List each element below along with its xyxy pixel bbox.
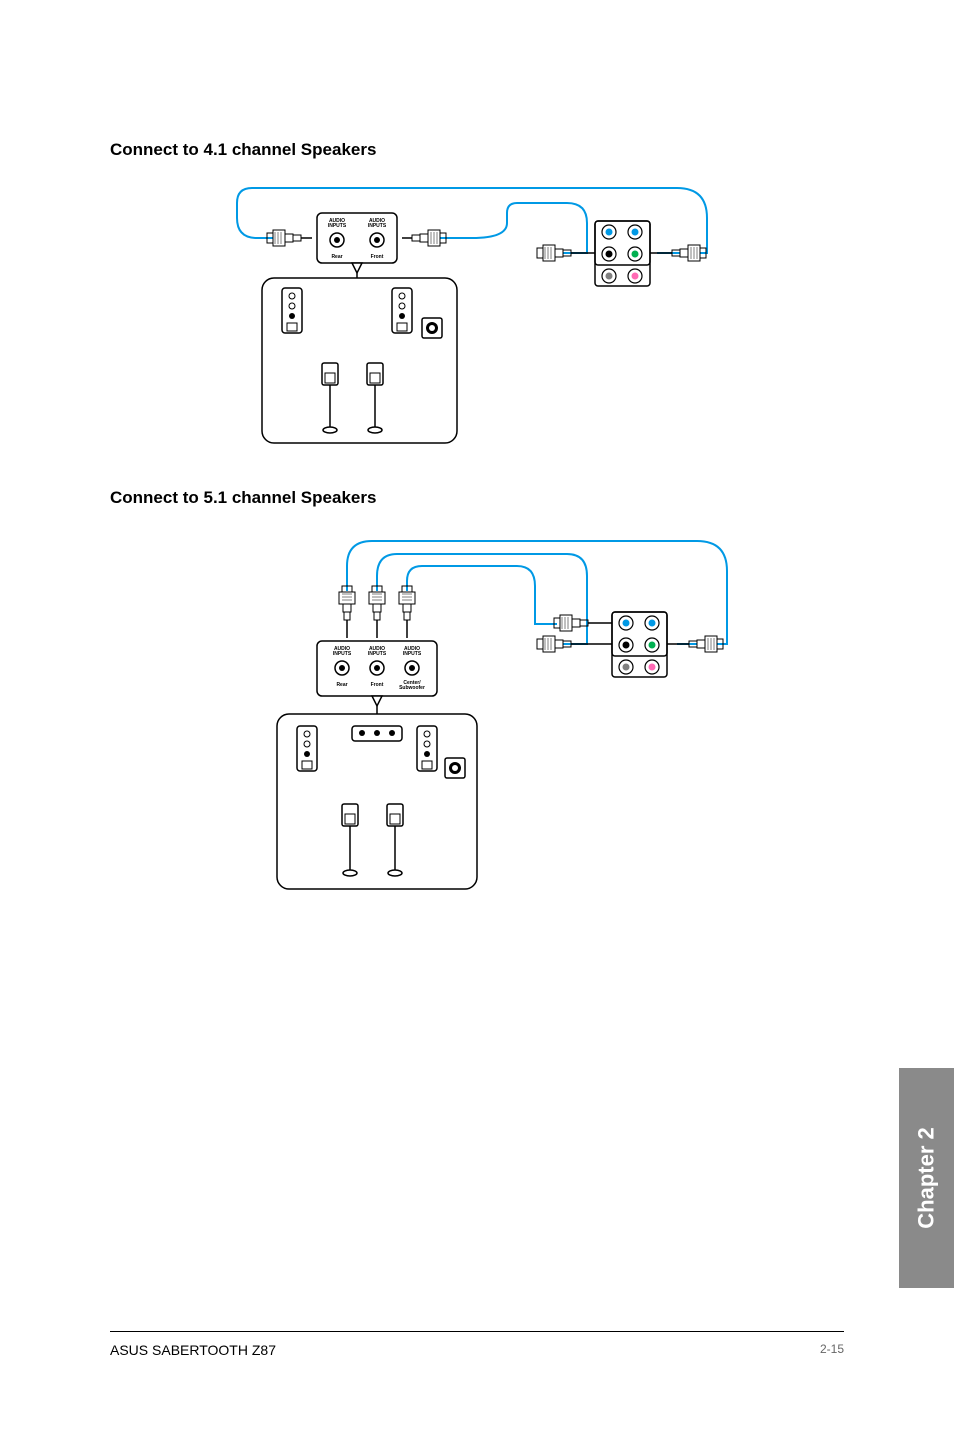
- vplug-2-51: [399, 586, 415, 638]
- footer-page-number: 2-15: [820, 1342, 844, 1358]
- chapter-tab: Chapter 2: [899, 1068, 954, 1288]
- footer-product-name: ASUS SABERTOOTH Z87: [110, 1342, 276, 1358]
- center-speaker-51: [352, 726, 402, 741]
- pointer-triangle-41: [352, 263, 362, 273]
- tower-speaker-right-41: [392, 288, 412, 333]
- tower-right-51: [417, 726, 437, 771]
- diagram-51-svg: AUDIOINPUTS Rear AUDIOINPUTS Front AUDIO…: [217, 526, 737, 896]
- cable-center-51: [407, 566, 557, 624]
- speaker-input-box-51: AUDIOINPUTS Rear AUDIOINPUTS Front AUDIO…: [317, 641, 437, 696]
- input-label-top-0: AUDIOINPUTS: [328, 218, 347, 229]
- diagram-41-svg: AUDIOINPUTS Rear AUDIOINPUTS Front: [217, 178, 737, 448]
- pointer-triangle-51: [372, 696, 382, 706]
- diagram-41-container: AUDIOINPUTS Rear AUDIOINPUTS Front: [110, 178, 844, 448]
- plug-front-right-41: [402, 230, 446, 246]
- input-label-top-1: AUDIOINPUTS: [368, 218, 387, 229]
- cable-front-41: [432, 203, 587, 253]
- subwoofer-51: [445, 758, 465, 778]
- audio-jack-panel-51: [612, 612, 667, 677]
- input-label-bottom-0: Rear: [331, 254, 342, 260]
- chapter-tab-label: Chapter 2: [914, 1127, 940, 1228]
- vplug-1-51: [369, 586, 385, 638]
- vplug-0-51: [339, 586, 355, 638]
- plug-rear-left-41: [267, 230, 312, 246]
- subwoofer-41: [422, 318, 442, 338]
- svg-text:Rear: Rear: [336, 682, 347, 688]
- section-51-heading: Connect to 5.1 channel Speakers: [110, 488, 844, 508]
- svg-text:AUDIOINPUTS: AUDIOINPUTS: [333, 646, 352, 657]
- tower-left-51: [297, 726, 317, 771]
- plug-panel-top-left-51: [554, 615, 612, 631]
- plug-panel-bot-left-51: [537, 636, 612, 652]
- svg-text:Front: Front: [371, 682, 384, 688]
- svg-text:AUDIOINPUTS: AUDIOINPUTS: [368, 646, 387, 657]
- tower-speaker-left-41: [282, 288, 302, 333]
- speaker-input-box-41: AUDIOINPUTS Rear AUDIOINPUTS Front: [317, 213, 397, 263]
- diagram-51-container: AUDIOINPUTS Rear AUDIOINPUTS Front AUDIO…: [110, 526, 844, 896]
- section-41-heading: Connect to 4.1 channel Speakers: [110, 140, 844, 160]
- page-footer: ASUS SABERTOOTH Z87 2-15: [110, 1331, 844, 1358]
- audio-jack-panel-41: [595, 221, 650, 286]
- svg-text:AUDIOINPUTS: AUDIOINPUTS: [403, 646, 422, 657]
- input-label-bottom-1: Front: [371, 254, 384, 260]
